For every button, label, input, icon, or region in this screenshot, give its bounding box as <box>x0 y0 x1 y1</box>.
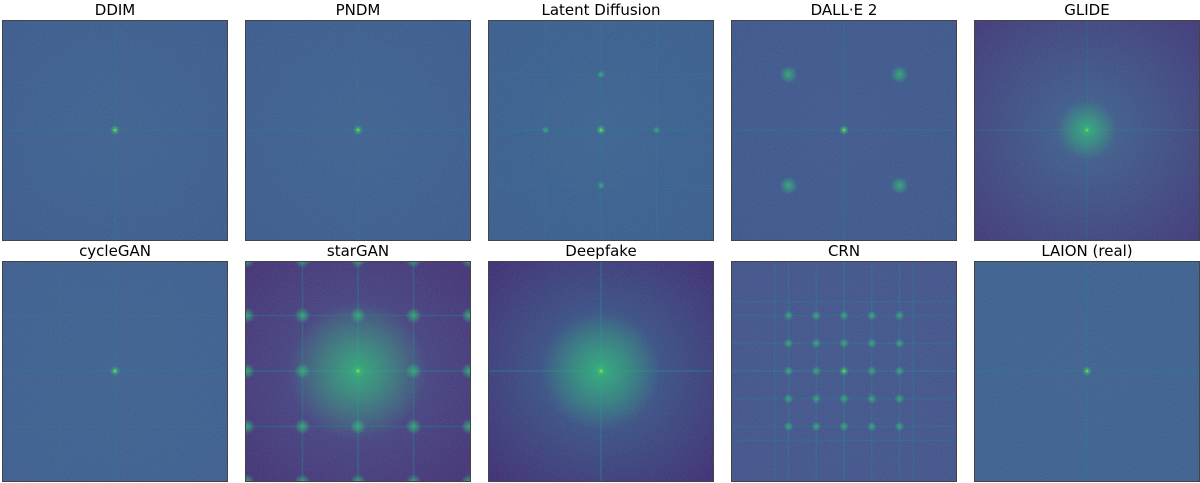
spectrum-image <box>245 20 471 241</box>
spectral-peak <box>350 307 366 324</box>
spectral-peak <box>783 310 794 321</box>
grid-line <box>3 315 227 317</box>
spectral-peak <box>350 474 366 481</box>
panel-title: Latent Diffusion <box>541 1 661 19</box>
spectral-peak <box>894 366 905 376</box>
center-peak <box>110 366 120 376</box>
spectral-peak <box>294 363 311 379</box>
spectral-peak <box>779 65 798 84</box>
spectral-peak <box>350 262 366 268</box>
center-peak <box>596 125 606 135</box>
spectral-peak <box>652 126 661 134</box>
spectral-peak <box>405 418 422 435</box>
spectral-peak <box>894 393 905 404</box>
center-peak <box>839 125 849 135</box>
spectral-peak <box>811 310 822 321</box>
grid-line <box>732 300 956 303</box>
center-peak <box>353 125 363 135</box>
panel-title: cycleGAN <box>79 242 151 260</box>
spectral-peak <box>405 474 422 481</box>
spectral-peak <box>839 421 849 432</box>
spectral-peak <box>597 181 605 190</box>
spectral-peak <box>839 393 849 404</box>
grid-line <box>3 426 227 427</box>
spectral-peak <box>866 393 877 404</box>
spectral-peak <box>461 307 470 324</box>
center-peak <box>110 125 120 135</box>
panel-title: CRN <box>827 242 861 260</box>
spectral-peak <box>866 421 877 432</box>
grid-line <box>59 262 60 481</box>
spectral-peak <box>783 338 794 349</box>
panel-title: starGAN <box>326 242 390 260</box>
spectral-peak <box>294 474 311 481</box>
spectral-peak <box>811 421 822 432</box>
spectral-peak <box>783 366 794 376</box>
spectral-peak <box>597 70 605 79</box>
panel-title: Deepfake <box>565 242 637 260</box>
panel-title: DDIM <box>94 1 136 19</box>
center-peak <box>1082 125 1092 135</box>
center-peak <box>839 366 849 376</box>
panel-title: LAION (real) <box>1041 242 1133 260</box>
spectral-peak <box>783 421 794 432</box>
spectral-peak <box>246 262 255 268</box>
spectral-peak <box>294 262 311 268</box>
center-peak <box>1082 366 1092 376</box>
spectral-peak <box>246 418 255 435</box>
spectral-peak <box>350 418 366 435</box>
spectral-peak <box>866 366 877 376</box>
spectral-peak <box>866 338 877 349</box>
spectral-peak <box>894 421 905 432</box>
spectral-peak <box>811 338 822 349</box>
spectrum-image <box>731 261 957 482</box>
center-peak <box>351 364 365 378</box>
spectrum-image <box>974 261 1200 482</box>
panel-title: PNDM <box>335 1 381 19</box>
spectrum-image <box>2 261 228 482</box>
grid-line <box>773 262 776 481</box>
spectral-peak <box>839 310 849 321</box>
spectral-peak <box>783 393 794 404</box>
center-peak <box>594 364 608 378</box>
spectral-peak <box>839 338 849 349</box>
panel-title: DALL·E 2 <box>810 1 878 19</box>
grid-line <box>912 262 915 481</box>
panel-title: GLIDE <box>1064 1 1110 19</box>
spectral-peak <box>405 262 422 268</box>
spectral-peak <box>461 262 470 268</box>
spectral-peak <box>811 366 822 376</box>
spectral-peak <box>246 363 255 379</box>
spectral-peak <box>541 126 550 134</box>
grid-line <box>170 262 171 481</box>
spectral-peak <box>461 418 470 435</box>
spectral-peak <box>894 310 905 321</box>
spectral-peak <box>890 176 909 195</box>
grid-line <box>732 439 956 442</box>
spectrum-image <box>488 261 714 482</box>
spectrum-image <box>488 20 714 241</box>
spectrum-image <box>974 20 1200 241</box>
spectral-peak <box>811 393 822 404</box>
spectral-peak <box>461 474 470 481</box>
spectral-peak <box>461 363 470 379</box>
spectral-peak <box>894 338 905 349</box>
spectral-peak <box>866 310 877 321</box>
spectral-peak <box>294 307 311 324</box>
spectrum-image <box>2 20 228 241</box>
spectral-peak <box>246 474 255 481</box>
spectral-peak <box>294 418 311 435</box>
spectral-peak <box>405 363 422 379</box>
spectrum-image <box>731 20 957 241</box>
spectral-peak <box>405 307 422 324</box>
spectral-peak <box>890 65 909 84</box>
spectral-peak <box>779 176 798 195</box>
spectrum-image <box>245 261 471 482</box>
spectral-peak <box>246 307 255 324</box>
